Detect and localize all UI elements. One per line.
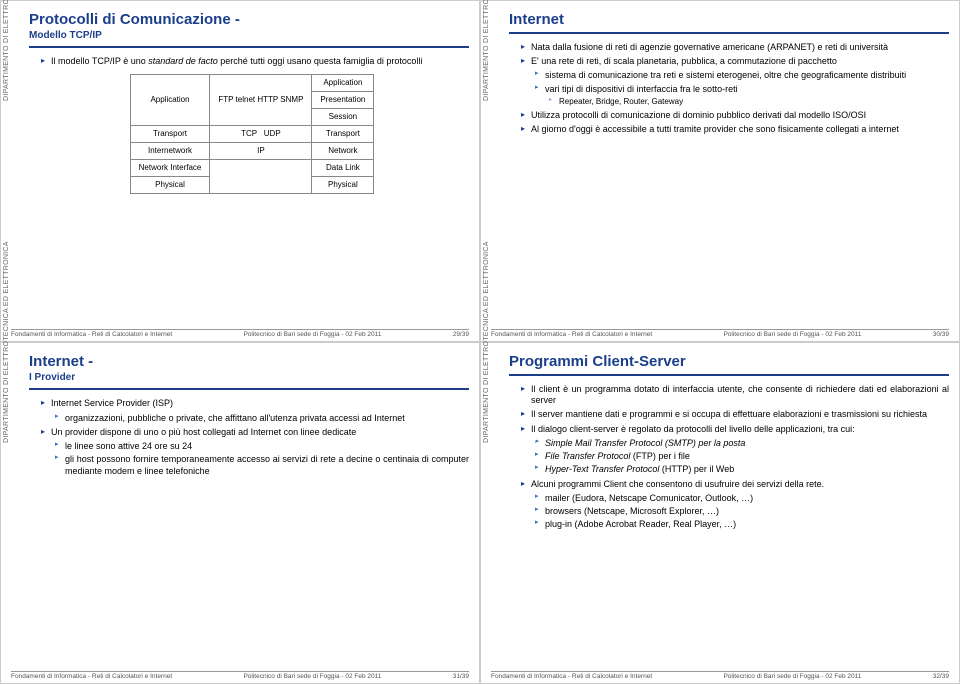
s2-b2b: vari tipi di dispositivi di interfaccia … xyxy=(535,84,949,95)
footer-page: 31/39 xyxy=(453,673,469,681)
footer-center: Politecnico di Bari sede di Foggia - 02 … xyxy=(243,331,381,339)
divider xyxy=(29,388,469,390)
s4-b2: Il server mantiene dati e programmi e si… xyxy=(521,409,949,420)
slide3-subtitle: I Provider xyxy=(29,372,469,385)
divider xyxy=(509,374,949,376)
s3-b2: Un provider dispone di uno o più host co… xyxy=(41,427,469,438)
slide1-subtitle: Modello TCP/IP xyxy=(29,30,469,43)
s4-b4: Alcuni programmi Client che consentono d… xyxy=(521,479,949,490)
s4-b1: Il client è un programma dotato di inter… xyxy=(521,384,949,407)
dept-label: DIPARTIMENTO DI ELETTROTECNICA ED ELETTR… xyxy=(483,0,492,101)
tcpip-layer-table: ApplicationFTP telnet HTTP SNMPApplicati… xyxy=(130,74,375,194)
slide4-title: Programmi Client-Server xyxy=(509,353,949,372)
divider xyxy=(29,46,469,48)
s2-b2a: sistema di comunicazione tra reti e sist… xyxy=(535,70,949,81)
slide2-title: Internet xyxy=(509,11,949,30)
slide-1: DIPARTIMENTO DI ELETTROTECNICA ED ELETTR… xyxy=(0,0,480,342)
divider xyxy=(509,32,949,34)
s3-b2b: gli host possono fornire temporaneamente… xyxy=(55,454,469,477)
slide-2: DIPARTIMENTO DI ELETTROTECNICA ED ELETTR… xyxy=(480,0,960,342)
s2-b1: Nata dalla fusione di reti di agenzie go… xyxy=(521,42,949,53)
s2-b3: Utilizza protocolli di comunicazione di … xyxy=(521,110,949,121)
s4-b3: Il dialogo client-server è regolato da p… xyxy=(521,424,949,435)
s2-b2b1: Repeater, Bridge, Router, Gateway xyxy=(549,97,949,107)
footer-center: Politecnico di Bari sede di Foggia - 02 … xyxy=(243,673,381,681)
footer: Fondamenti di Informatica - Reti di Calc… xyxy=(11,671,469,681)
s3-b1: Internet Service Provider (ISP) xyxy=(41,398,469,409)
footer: Fondamenti di Informatica - Reti di Calc… xyxy=(491,671,949,681)
s4-b4a: mailer (Eudora, Netscape Comunicator, Ou… xyxy=(535,493,949,504)
s2-b2: E' una rete di reti, di scala planetaria… xyxy=(521,56,949,67)
footer-center: Politecnico di Bari sede di Foggia - 02 … xyxy=(723,673,861,681)
footer-page: 32/39 xyxy=(933,673,949,681)
footer-left: Fondamenti di Informatica - Reti di Calc… xyxy=(11,673,172,681)
footer-left: Fondamenti di Informatica - Reti di Calc… xyxy=(491,673,652,681)
footer-page: 29/39 xyxy=(453,331,469,339)
slide-grid: DIPARTIMENTO DI ELETTROTECNICA ED ELETTR… xyxy=(0,0,960,684)
s2-b4: Al giorno d'oggi è accessibile a tutti t… xyxy=(521,124,949,135)
footer-page: 30/39 xyxy=(933,331,949,339)
slide-3: DIPARTIMENTO DI ELETTROTECNICA ED ELETTR… xyxy=(0,342,480,684)
slide1-title: Protocolli di Comunicazione - xyxy=(29,11,469,30)
s4-b4b: browsers (Netscape, Microsoft Explorer, … xyxy=(535,506,949,517)
s4-b3a: Simple Mail Transfer Protocol (SMTP) per… xyxy=(535,438,949,449)
s4-b3c: Hyper-Text Transfer Protocol (HTTP) per … xyxy=(535,464,949,475)
footer-center: Politecnico di Bari sede di Foggia - 02 … xyxy=(723,331,861,339)
footer-left: Fondamenti di Informatica - Reti di Calc… xyxy=(491,331,652,339)
dept-label: DIPARTIMENTO DI ELETTROTECNICA ED ELETTR… xyxy=(3,241,12,443)
s3-b1a: organizzazioni, pubbliche o private, che… xyxy=(55,413,469,424)
dept-label: DIPARTIMENTO DI ELETTROTECNICA ED ELETTR… xyxy=(3,0,12,101)
footer: Fondamenti di Informatica - Reti di Calc… xyxy=(11,329,469,339)
slide3-title: Internet - xyxy=(29,353,469,372)
slide1-intro: Il modello TCP/IP è uno standard de fact… xyxy=(41,56,469,67)
footer: Fondamenti di Informatica - Reti di Calc… xyxy=(491,329,949,339)
s4-b4c: plug-in (Adobe Acrobat Reader, Real Play… xyxy=(535,519,949,530)
slide-4: DIPARTIMENTO DI ELETTROTECNICA ED ELETTR… xyxy=(480,342,960,684)
s4-b3b: File Transfer Protocol (FTP) per i file xyxy=(535,451,949,462)
s3-b2a: le linee sono attive 24 ore su 24 xyxy=(55,441,469,452)
dept-label: DIPARTIMENTO DI ELETTROTECNICA ED ELETTR… xyxy=(483,241,492,443)
footer-left: Fondamenti di Informatica - Reti di Calc… xyxy=(11,331,172,339)
